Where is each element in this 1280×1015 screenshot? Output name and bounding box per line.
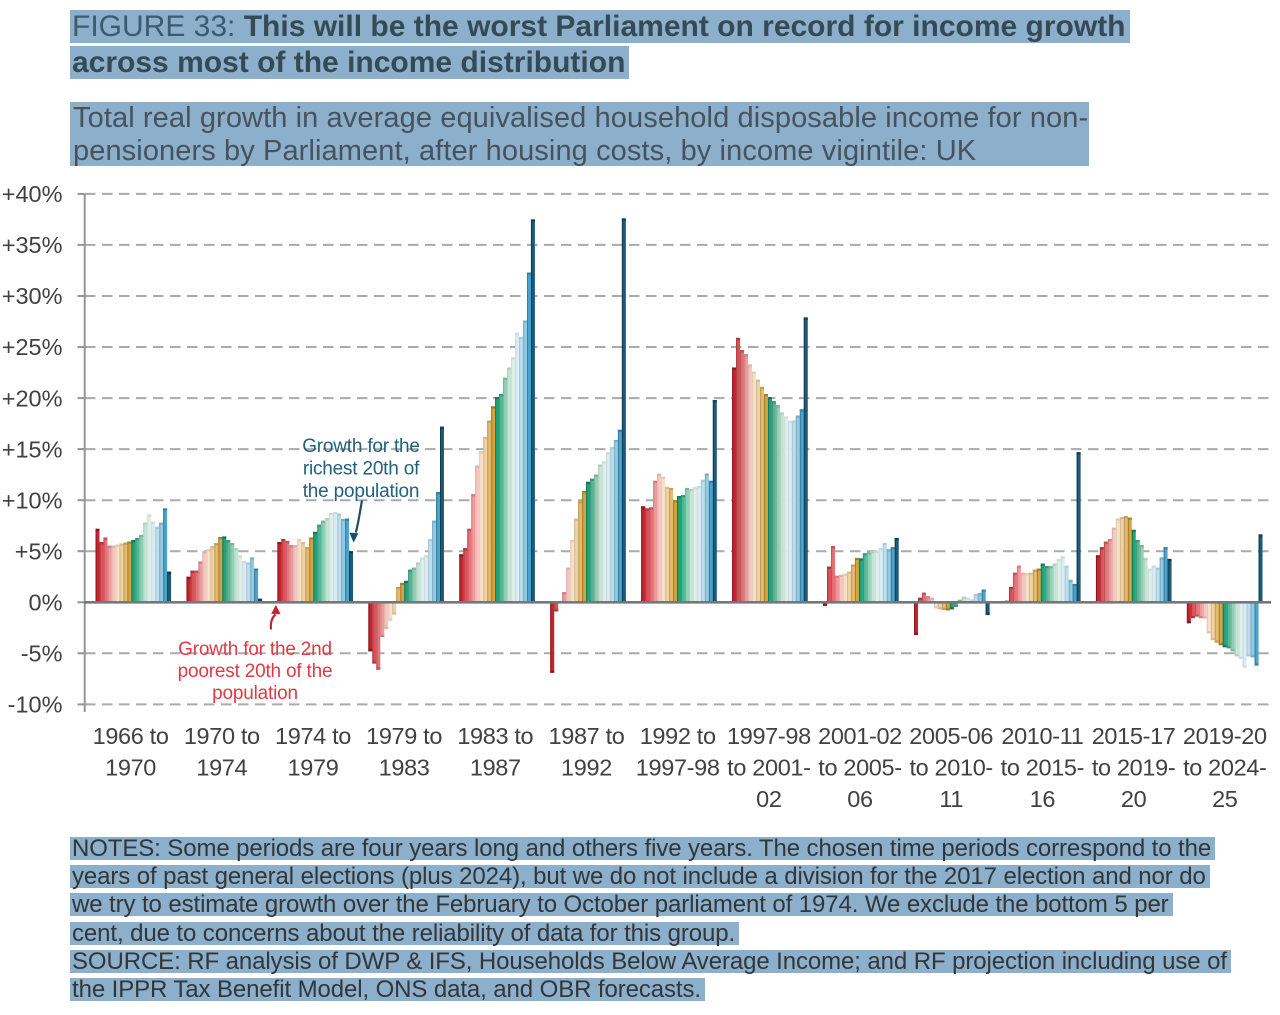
svg-text:Growth for the: Growth for the <box>302 436 420 457</box>
svg-text:1997-98: 1997-98 <box>727 723 811 749</box>
svg-text:to 2001-: to 2001- <box>727 755 810 781</box>
svg-text:to 2005-: to 2005- <box>818 755 901 781</box>
svg-text:Growth for the 2nd: Growth for the 2nd <box>178 639 332 660</box>
svg-text:to 2010-: to 2010- <box>909 755 992 781</box>
svg-text:06: 06 <box>847 786 873 812</box>
svg-text:1992 to: 1992 to <box>640 723 716 749</box>
svg-text:to 2015-: to 2015- <box>1001 755 1084 781</box>
svg-text:1966 to: 1966 to <box>93 723 169 749</box>
svg-text:the population: the population <box>303 481 420 502</box>
svg-text:2001-02: 2001-02 <box>818 723 902 749</box>
svg-text:25: 25 <box>1212 786 1238 812</box>
svg-text:1970: 1970 <box>105 755 156 781</box>
svg-text:1983: 1983 <box>379 755 430 781</box>
svg-text:2010-11: 2010-11 <box>1001 723 1083 749</box>
svg-text:1983 to: 1983 to <box>457 723 533 749</box>
svg-text:2005-06: 2005-06 <box>909 723 993 749</box>
svg-text:+20%: +20% <box>2 385 63 411</box>
svg-text:1997-98: 1997-98 <box>636 755 720 781</box>
svg-text:+30%: +30% <box>2 283 63 309</box>
svg-text:02: 02 <box>756 786 781 812</box>
svg-text:+35%: +35% <box>2 232 63 258</box>
svg-text:-10%: -10% <box>8 692 63 718</box>
svg-text:1987: 1987 <box>470 755 521 781</box>
svg-text:richest 20th of: richest 20th of <box>303 459 420 480</box>
svg-text:population: population <box>212 683 298 704</box>
svg-text:20: 20 <box>1121 786 1147 812</box>
svg-text:1979: 1979 <box>288 755 339 781</box>
svg-text:1992: 1992 <box>561 755 612 781</box>
svg-text:poorest 20th of the: poorest 20th of the <box>178 661 333 682</box>
svg-text:0%: 0% <box>29 590 63 616</box>
svg-text:2015-17: 2015-17 <box>1092 723 1176 749</box>
svg-text:1970 to: 1970 to <box>184 723 260 749</box>
svg-text:+15%: +15% <box>2 436 63 462</box>
svg-text:-5%: -5% <box>21 641 63 667</box>
svg-text:to 2019-: to 2019- <box>1092 755 1175 781</box>
svg-text:16: 16 <box>1030 786 1056 812</box>
svg-text:1974: 1974 <box>196 755 247 781</box>
svg-text:1979 to: 1979 to <box>366 723 442 749</box>
svg-text:+10%: +10% <box>2 487 63 513</box>
svg-text:11: 11 <box>939 786 963 812</box>
svg-text:to 2024-: to 2024- <box>1183 755 1266 781</box>
svg-text:1987 to: 1987 to <box>549 723 625 749</box>
svg-text:2019-20: 2019-20 <box>1183 723 1267 749</box>
svg-text:+25%: +25% <box>2 334 63 360</box>
svg-text:+40%: +40% <box>2 181 63 207</box>
svg-text:+5%: +5% <box>15 539 63 565</box>
svg-text:1974 to: 1974 to <box>275 723 351 749</box>
